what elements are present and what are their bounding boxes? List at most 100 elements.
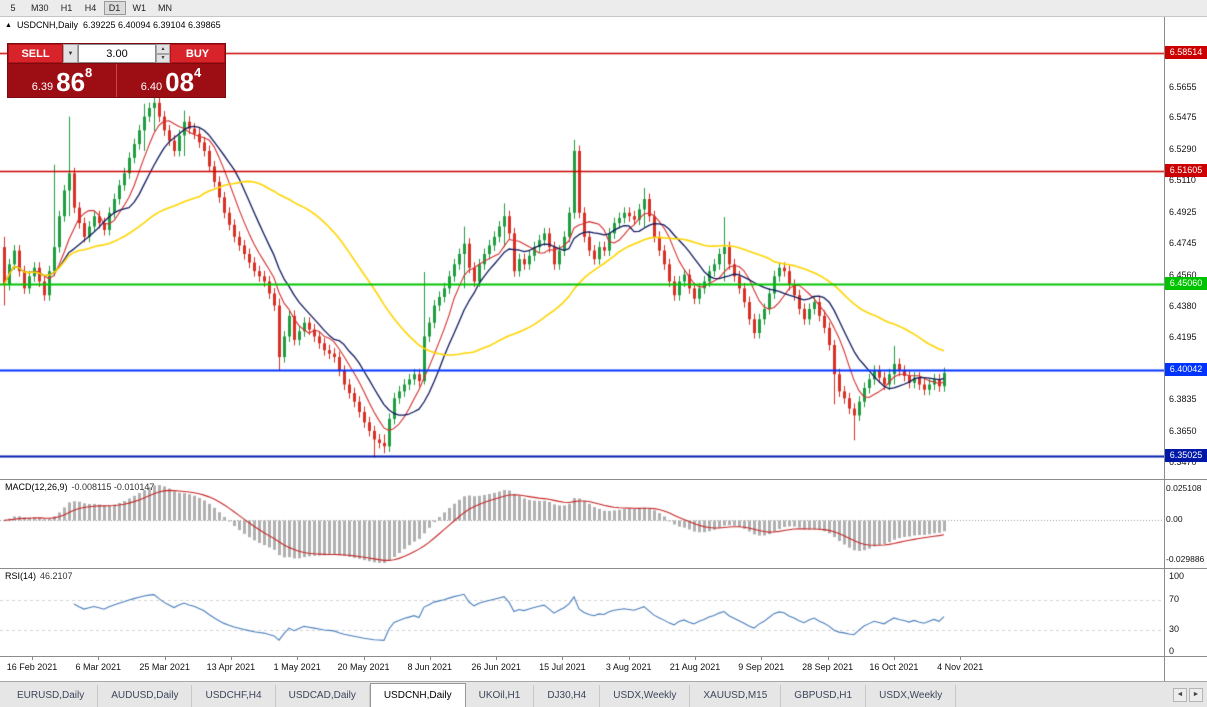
timeframe-button-m30[interactable]: M30 xyxy=(26,1,54,15)
volume-dropdown-button[interactable]: ▼ xyxy=(63,44,78,63)
timeframe-button-h4[interactable]: H4 xyxy=(79,1,102,15)
buy-price-button[interactable]: 6.40 08 4 xyxy=(116,64,225,97)
sell-price-sup: 8 xyxy=(85,65,93,80)
time-axis-label: 16 Oct 2021 xyxy=(869,662,919,672)
price-tick-label: 6.3650 xyxy=(1169,425,1197,436)
price-tick-label: 6.5655 xyxy=(1169,81,1197,92)
time-axis-label: 26 Jun 2021 xyxy=(471,662,521,672)
rsi-label: RSI(14) 46.2107 xyxy=(5,571,73,581)
tab-gbpusd-h1[interactable]: GBPUSD,H1 xyxy=(781,685,867,707)
macd-axis: 0.025108 0.00 -0.029886 xyxy=(1165,480,1207,568)
buy-price-big: 08 xyxy=(165,67,195,97)
timeframe-button-d1[interactable]: D1 xyxy=(103,1,126,15)
price-axis: 6.5655 6.5475 6.5290 6.5110 6.4925 6.4745 6.45… xyxy=(1165,17,1207,479)
symbol-direction-icon: ▲ xyxy=(5,21,12,29)
sell-price-small: 6.39 xyxy=(31,81,54,93)
volume-down-button[interactable]: ▼ xyxy=(156,53,170,63)
time-axis-tick xyxy=(827,657,829,660)
tabs-scroll-right-button[interactable]: ► xyxy=(1189,687,1203,702)
price-tick-label: 6.3835 xyxy=(1169,394,1197,405)
macd-canvas[interactable] xyxy=(0,480,1164,568)
tab-usdx-weekly[interactable]: USDX,Weekly xyxy=(600,685,691,707)
scroll-right-icon: ► xyxy=(1192,691,1200,698)
rsi-axis-label: 0 xyxy=(1169,646,1175,656)
separator xyxy=(0,568,1207,569)
macd-label: MACD(12,26,9) -0.008115 -0.010147 xyxy=(5,482,154,492)
tab-audusd-daily[interactable]: AUDUSD,Daily xyxy=(98,685,193,707)
timeframe-button-h1[interactable]: H1 xyxy=(55,1,78,15)
time-axis-tick xyxy=(230,657,232,660)
timeframe-toolbar: 5 M30 H1 H4 D1 W1 MN xyxy=(0,0,1207,17)
price-line-tag: 6.45060 xyxy=(1165,276,1207,290)
macd-axis-label: -0.029886 xyxy=(1166,554,1205,564)
price-line-tag: 6.58514 xyxy=(1165,45,1207,59)
price-tick-label: 6.4380 xyxy=(1169,300,1197,311)
time-axis-tick xyxy=(960,657,962,660)
time-axis-tick xyxy=(761,657,763,660)
time-axis-label: 9 Sep 2021 xyxy=(738,662,785,672)
timeframe-button-5[interactable]: 5 xyxy=(2,1,24,15)
chart-title: ▲ USDCNH,Daily 6.39225 6.40094 6.39104 6… xyxy=(5,20,221,30)
timeframe-button-mn[interactable]: MN xyxy=(153,1,178,15)
tab-dj30-h4[interactable]: DJ30,H4 xyxy=(534,685,601,707)
tab-scroll-buttons: ◄ ► xyxy=(1169,687,1207,702)
volume-up-button[interactable]: ▲ xyxy=(156,44,170,54)
chart-tabs: EURUSD,Daily AUDUSD,Daily USDCHF,H4 USDCAD,… xyxy=(4,683,957,707)
time-axis-label: 28 Sep 2021 xyxy=(802,662,854,672)
rsi-indicator-value: 46.2107 xyxy=(40,571,73,581)
sell-button[interactable]: SELL xyxy=(8,44,63,63)
axis-separator xyxy=(1164,17,1165,681)
price-tick-label: 6.4560 xyxy=(1169,269,1197,280)
price-line-tag: 6.51605 xyxy=(1165,164,1207,178)
macd-axis-label: 0.00 xyxy=(1166,514,1183,525)
one-click-trading-panel: SELL ▼ ▲ ▼ BUY 6.39 86 8 6.40 08 4 xyxy=(7,43,226,98)
tab-usdchf-h4[interactable]: USDCHF,H4 xyxy=(192,685,276,707)
time-axis-label: 15 Jul 2021 xyxy=(539,662,586,672)
separator xyxy=(0,656,1207,657)
sell-price-button[interactable]: 6.39 86 8 xyxy=(8,64,116,97)
tab-usdcad-daily[interactable]: USDCAD,Daily xyxy=(276,685,370,707)
macd-indicator-values: -0.008115 -0.010147 xyxy=(71,482,155,492)
rsi-axis-label: 100 xyxy=(1169,571,1185,581)
time-axis-label: 13 Apr 2021 xyxy=(206,662,256,672)
time-axis-tick xyxy=(363,657,365,660)
buy-button[interactable]: BUY xyxy=(170,44,225,63)
tab-ukoil-h1[interactable]: UKOil,H1 xyxy=(466,685,535,707)
rsi-canvas[interactable] xyxy=(0,569,1164,656)
price-tick-label: 6.4925 xyxy=(1169,206,1197,217)
buy-price-sup: 4 xyxy=(194,65,202,80)
time-axis-label: 21 Aug 2021 xyxy=(669,662,721,672)
tab-eurusd-daily[interactable]: EURUSD,Daily xyxy=(4,685,99,707)
macd-axis-label: 0.025108 xyxy=(1166,483,1202,493)
volume-input[interactable] xyxy=(78,44,156,63)
tab-usdcnh-daily[interactable]: USDCNH,Daily xyxy=(369,683,466,707)
time-axis-label: 16 Feb 2021 xyxy=(6,662,58,672)
time-axis-label: 3 Aug 2021 xyxy=(605,662,652,672)
buy-price-small: 6.40 xyxy=(140,81,163,93)
time-axis-tick xyxy=(496,657,498,660)
chart-tab-bar: EURUSD,Daily AUDUSD,Daily USDCHF,H4 USDCAD,… xyxy=(0,681,1207,707)
chart-ohlc-values: 6.39225 6.40094 6.39104 6.39865 xyxy=(82,20,221,30)
time-axis-tick xyxy=(429,657,431,660)
chart-region: ▲ USDCNH,Daily 6.39225 6.40094 6.39104 6… xyxy=(0,17,1207,681)
price-tick-label: 6.4195 xyxy=(1169,332,1197,343)
price-tick-label: 6.5475 xyxy=(1169,112,1197,123)
tab-usdx-weekly[interactable]: USDX,Weekly xyxy=(866,685,957,707)
time-axis-tick xyxy=(297,657,299,660)
rsi-axis-label: 70 xyxy=(1169,593,1180,604)
tab-xauusd-m15[interactable]: XAUUSD,M15 xyxy=(690,685,782,707)
rsi-axis: 100 70 30 0 xyxy=(1165,569,1207,656)
time-axis-label: 20 May 2021 xyxy=(337,662,390,672)
price-tick-label: 6.5290 xyxy=(1169,144,1197,155)
rsi-indicator-name: RSI(14) xyxy=(5,571,37,581)
time-axis: 16 Feb 2021 6 Mar 2021 25 Mar 2021 13 Apr 2… xyxy=(0,657,1207,681)
time-axis-tick xyxy=(695,657,696,660)
price-line-tag: 6.40042 xyxy=(1165,363,1207,377)
tabs-scroll-left-button[interactable]: ◄ xyxy=(1173,687,1187,702)
price-tick-label: 6.5110 xyxy=(1169,175,1196,186)
timeframe-button-w1[interactable]: W1 xyxy=(127,1,152,15)
volume-stepper: ▲ ▼ xyxy=(156,44,170,63)
time-axis-tick xyxy=(562,657,564,660)
time-axis-label: 8 Jun 2021 xyxy=(407,662,453,672)
time-axis-tick xyxy=(628,657,630,660)
